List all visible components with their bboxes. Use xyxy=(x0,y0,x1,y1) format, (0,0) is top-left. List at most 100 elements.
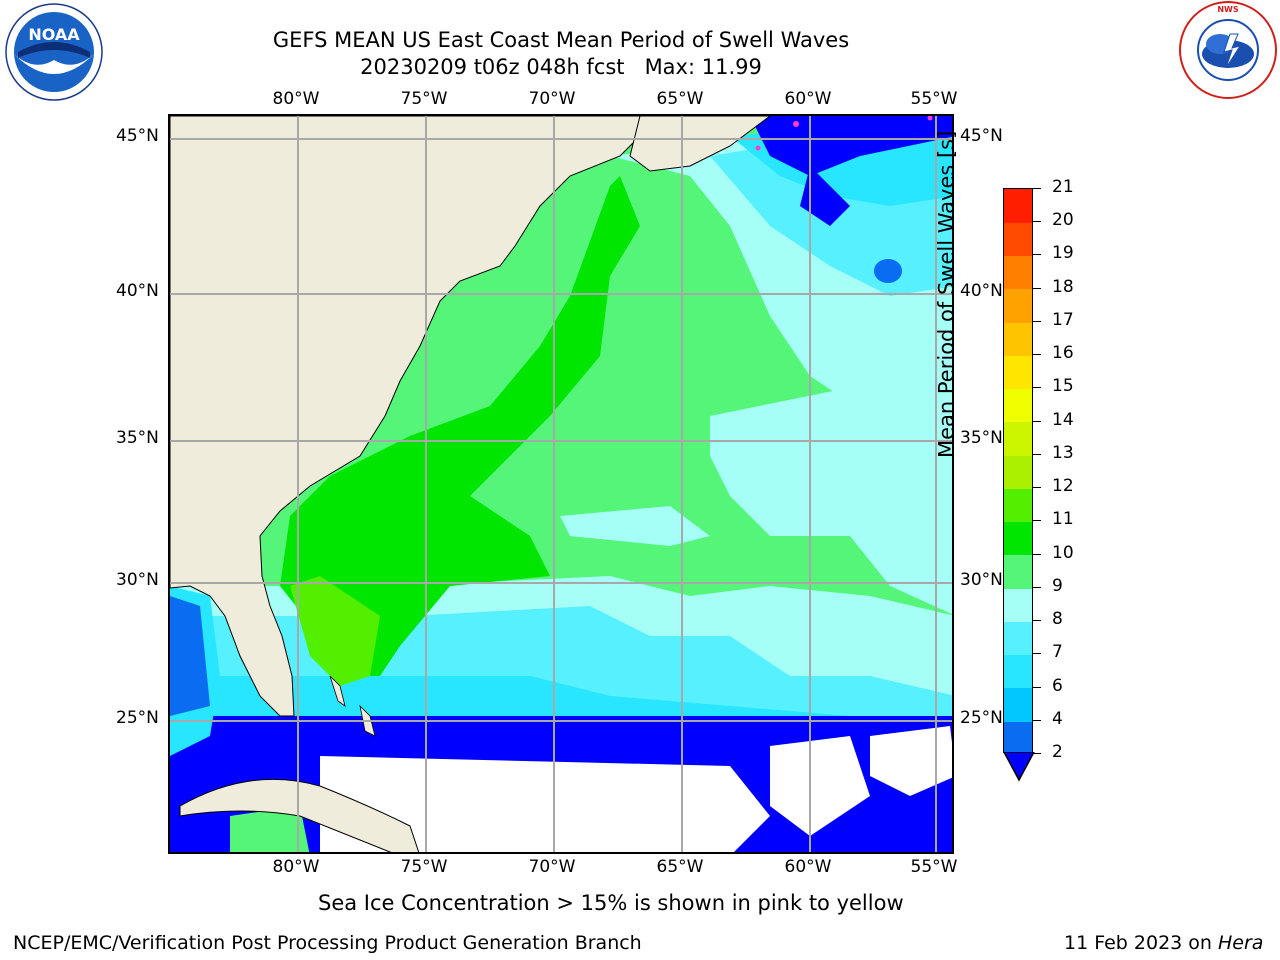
cuba-landmass xyxy=(179,778,420,852)
swell-region-10to11 xyxy=(280,176,640,676)
colorbar-tick-label: 7 xyxy=(1052,642,1063,663)
colorbar-segment xyxy=(1004,720,1032,752)
colorbar-tick-mark xyxy=(1033,586,1041,588)
colorbar-tick-mark xyxy=(1033,753,1041,754)
footer-date: 11 Feb 2023 on xyxy=(1064,932,1218,954)
colorbar-tick-mark xyxy=(1033,188,1041,189)
sea-ice-marker xyxy=(927,116,933,121)
colorbar-tick-mark xyxy=(1033,620,1041,622)
footer-credit: NCEP/EMC/Verification Post Processing Pr… xyxy=(13,932,642,954)
lon-label-top: 60°W xyxy=(784,89,832,109)
lon-label-bottom: 60°W xyxy=(784,857,832,877)
colorbar-tick-mark xyxy=(1033,387,1041,389)
swell-region-8to9 xyxy=(560,506,710,546)
colorbar-segment xyxy=(1004,388,1032,423)
colorbar-tick-label: 9 xyxy=(1052,575,1063,596)
colorbar-tick-mark xyxy=(1033,653,1041,655)
lon-label-bottom: 75°W xyxy=(400,857,448,877)
graticule xyxy=(170,116,952,852)
nova-scotia-landmass xyxy=(629,116,771,172)
colorbar-tick-mark xyxy=(1033,254,1041,256)
chart-subtitle: 20230209 t06z 048h fcst Max: 11.99 xyxy=(360,55,762,79)
swell-region-11to12 xyxy=(290,576,380,686)
colorbar-tick-label: 17 xyxy=(1052,309,1074,330)
colorbar-segment xyxy=(1004,222,1032,257)
colorbar-tick-label: 20 xyxy=(1052,210,1074,231)
chart-title: GEFS MEAN US East Coast Mean Period of S… xyxy=(272,28,850,52)
no-data-area xyxy=(770,736,870,836)
lat-label-right: 40°N xyxy=(960,281,1003,301)
colorbar-tick-mark xyxy=(1033,520,1041,522)
colorbar-tick-mark xyxy=(1033,320,1041,322)
colorbar-tick-label: 2 xyxy=(1052,742,1063,762)
footer-machine: Hera xyxy=(1218,932,1264,954)
lon-label-bottom: 55°W xyxy=(910,857,958,877)
colorbar-tick-mark xyxy=(1033,553,1041,555)
colorbar-segment xyxy=(1004,687,1032,722)
swell-period-map xyxy=(168,114,954,854)
lat-label-left: 35°N xyxy=(116,428,159,448)
colorbar-segment xyxy=(1004,654,1032,689)
lon-label-bottom: 80°W xyxy=(272,857,320,877)
lat-label-left: 30°N xyxy=(116,570,159,590)
colorbar-segment xyxy=(1004,554,1032,589)
colorbar-segment xyxy=(1004,421,1032,456)
lon-label-top: 55°W xyxy=(910,89,958,109)
colorbar-tick-label: 19 xyxy=(1052,243,1074,264)
colorbar-tick-mark xyxy=(1033,487,1041,489)
lat-label-right: 25°N xyxy=(960,708,1003,728)
colorbar-extend-arrow xyxy=(1003,752,1035,782)
no-data-area xyxy=(320,756,770,852)
svg-text:NWS: NWS xyxy=(1217,5,1239,14)
lat-label-right: 30°N xyxy=(960,570,1003,590)
nws-logo: NWS xyxy=(1178,0,1277,99)
colorbar-tick-label: 14 xyxy=(1052,409,1074,430)
colorbar-segment xyxy=(1004,255,1032,290)
colorbar-tick-mark xyxy=(1033,453,1041,455)
no-data-area xyxy=(870,726,952,796)
colorbar-segment xyxy=(1004,355,1032,390)
colorbar-segment xyxy=(1004,321,1032,356)
bahamas-islands xyxy=(329,675,346,707)
colorbar-tick-label: 11 xyxy=(1052,509,1074,530)
colorbar-tick-label: 8 xyxy=(1052,609,1063,630)
colorbar-segment xyxy=(1004,521,1032,556)
colorbar-tick-label: 13 xyxy=(1052,442,1074,463)
colorbar-tick-label: 12 xyxy=(1052,476,1074,497)
sea-ice-marker xyxy=(793,121,799,127)
colorbar-tick-label: 18 xyxy=(1052,276,1074,297)
colorbar-tick-label: 6 xyxy=(1052,675,1063,696)
swell-region-4to6 xyxy=(170,596,210,716)
noaa-logo: NOAA xyxy=(4,2,103,101)
lat-label-right: 45°N xyxy=(960,126,1003,146)
swell-region-2to4 xyxy=(750,116,952,176)
colorbar-tick-label: 21 xyxy=(1052,177,1074,197)
colorbar-segment xyxy=(1004,488,1032,523)
lat-label-left: 25°N xyxy=(116,708,159,728)
colorbar-segment xyxy=(1004,454,1032,489)
us-landmass xyxy=(170,116,641,717)
sea-ice-note: Sea Ice Concentration > 15% is shown in … xyxy=(318,891,904,915)
colorbar xyxy=(1003,188,1033,753)
footer-timestamp: 11 Feb 2023 on Hera xyxy=(1064,932,1263,954)
swell-region-9to10 xyxy=(230,806,310,852)
swell-region-2to4 xyxy=(800,166,850,226)
colorbar-label: Mean Period of Swell Waves [s] xyxy=(934,130,959,458)
sea-ice-marker xyxy=(755,145,761,151)
colorbar-tick-label: 16 xyxy=(1052,343,1074,364)
lat-label-left: 40°N xyxy=(116,281,159,301)
colorbar-tick-mark xyxy=(1033,221,1041,223)
swell-region-2to4 xyxy=(874,259,902,283)
colorbar-segment xyxy=(1004,189,1032,223)
noaa-logo-text: NOAA xyxy=(28,25,80,44)
lat-label-left: 45°N xyxy=(116,126,159,146)
lon-label-top: 80°W xyxy=(272,89,320,109)
lon-label-bottom: 65°W xyxy=(656,857,704,877)
colorbar-segment xyxy=(1004,587,1032,622)
swell-region-8to9 xyxy=(710,366,952,615)
lat-label-right: 35°N xyxy=(960,428,1003,448)
colorbar-tick-label: 15 xyxy=(1052,376,1074,397)
colorbar-tick-mark xyxy=(1033,287,1041,289)
colorbar-tick-mark xyxy=(1033,719,1041,721)
lon-label-top: 65°W xyxy=(656,89,704,109)
